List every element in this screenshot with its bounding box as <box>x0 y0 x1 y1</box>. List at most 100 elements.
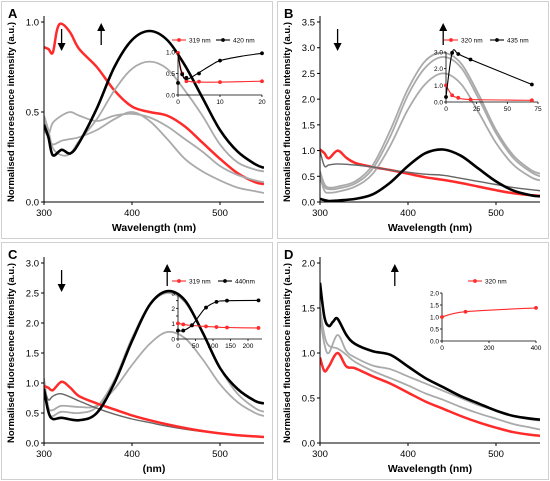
panel-label: C <box>8 247 18 262</box>
inset-legend-item: 320 nm <box>468 279 507 286</box>
x-tick-label: 400 <box>124 208 140 219</box>
inset-marker <box>260 51 264 56</box>
inset-marker <box>204 305 208 310</box>
series-line-0 <box>320 148 540 198</box>
y-tick-label: 2.5 <box>26 289 39 300</box>
inset-marker <box>260 79 264 84</box>
inset-legend-item: 440nm <box>218 279 255 286</box>
inset-marker <box>176 50 180 55</box>
y-tick-label: 1.5 <box>302 120 315 131</box>
series-line-0 <box>44 330 264 417</box>
arrow-up <box>163 264 172 286</box>
y-axis-label: Normalised fluorescence intensity (a.u.) <box>6 263 17 443</box>
inset-legend-item: 319 nm <box>172 38 211 45</box>
inset-x-tick-label: 10 <box>216 99 224 106</box>
legend-swatch-marker <box>177 279 181 283</box>
inset-marker <box>444 95 448 99</box>
inset-y-tick-label: 2.0 <box>430 291 439 298</box>
inset-marker <box>214 299 219 304</box>
panel-label: A <box>8 6 18 21</box>
inset-marker <box>176 81 180 85</box>
inset-x-tick-label: 0 <box>176 343 180 350</box>
series-group <box>320 51 540 202</box>
panel-label: D <box>284 247 294 262</box>
series-line-2 <box>320 351 540 438</box>
inset-marker <box>529 98 534 103</box>
series-line-4 <box>44 29 264 170</box>
y-axis-label: Normalised fluorescence intensity (a.u.) <box>282 263 293 443</box>
inset-x-tick-label: 150 <box>225 343 236 350</box>
legend-swatch-marker <box>495 38 499 42</box>
y-tick-label: 1.5 <box>302 304 315 315</box>
series-line-1 <box>320 51 540 189</box>
y-tick-label: 2.0 <box>302 259 315 270</box>
legend-label: 320 nm <box>461 38 483 45</box>
y-tick-label: 2.0 <box>302 95 315 106</box>
inset-y-tick-label: 1.0 <box>434 83 443 90</box>
legend-label: 319 nm <box>189 279 211 286</box>
series-line-3 <box>44 380 264 439</box>
inset-marker <box>468 57 473 62</box>
inset-y-tick-label: 0.5 <box>166 71 175 78</box>
chart-d: 0.0 0.5 1.0 1.5 2.0 300 400 500 Wavelength (nm) N… <box>282 257 542 475</box>
arrow-head <box>57 43 66 51</box>
legend-label: 440nm <box>235 279 255 286</box>
x-axis-label: (nm) <box>143 463 166 475</box>
inset-y-tick-label: 1.5 <box>430 303 439 310</box>
inset-chart: 0 1 2 3 0 50 100 150 200 319 nm 440nm <box>171 279 262 350</box>
inset-marker <box>214 325 219 329</box>
inset-x-tick-label: 75 <box>534 106 542 113</box>
y-tick-label: 1.5 <box>26 349 39 360</box>
inset-series-line-1 <box>445 49 533 98</box>
inset-marker <box>218 80 222 84</box>
inset-series-line-0 <box>441 307 537 318</box>
inset-marker <box>197 71 201 76</box>
x-tick-label: 500 <box>488 449 504 460</box>
y-axis-label: Normalised fluorescence intensity (a.u.) <box>282 22 293 202</box>
inset-y-tick-label: 0.0 <box>434 100 443 107</box>
inset-marker <box>456 95 461 100</box>
inset-chart: 0.0 0.5 1.0 1.5 2.0 0 200 400 320 nm <box>430 279 542 353</box>
series-line-3 <box>320 72 540 194</box>
series-line-1 <box>44 292 264 418</box>
inset-marker <box>468 97 473 102</box>
y-tick-label: 0.5 <box>26 409 39 420</box>
inset-y-tick-label: 0.5 <box>430 327 439 334</box>
inset-x-tick-label: 50 <box>192 343 200 350</box>
x-tick-label: 300 <box>36 449 52 460</box>
inset-x-tick-label: 20 <box>258 99 266 106</box>
arrow-down <box>57 29 66 51</box>
y-tick-label: 0.0 <box>26 439 39 450</box>
inset-marker <box>463 309 468 314</box>
y-tick-label: 0.0 <box>302 198 315 209</box>
series-group <box>320 282 540 438</box>
inset-marker <box>176 321 180 326</box>
inset-marker <box>256 326 261 330</box>
y-tick-label: 3.5 <box>302 18 315 29</box>
inset-marker <box>225 298 229 303</box>
inset-marker <box>225 325 229 330</box>
inset-x-tick-label: 0 <box>176 99 180 106</box>
arrow-down <box>333 29 342 51</box>
series-line-2 <box>44 111 264 184</box>
y-tick-label: 0.5 <box>302 172 315 183</box>
legend-swatch-marker <box>177 38 181 42</box>
series-line-2 <box>320 56 540 191</box>
inset-legend-item: 319 nm <box>172 279 211 286</box>
arrow-head <box>163 264 172 272</box>
inset-x-tick-label: 0 <box>444 106 448 113</box>
series-line-3 <box>44 111 264 194</box>
y-tick-label: 1.0 <box>302 349 315 360</box>
inset-marker <box>197 79 201 84</box>
legend-swatch-marker <box>223 279 227 283</box>
x-tick-label: 300 <box>312 208 328 219</box>
arrow-up <box>439 23 448 45</box>
x-tick-label: 500 <box>212 208 228 219</box>
inset-chart: 0.0 1.0 2.0 3.0 0 25 50 75 320 nm 435 nm <box>434 38 542 114</box>
inset-y-tick-label: 1.0 <box>166 50 175 57</box>
inset-marker <box>180 72 185 77</box>
arrow-head <box>390 264 399 272</box>
arrow-up <box>390 264 399 286</box>
x-tick-label: 500 <box>212 449 228 460</box>
